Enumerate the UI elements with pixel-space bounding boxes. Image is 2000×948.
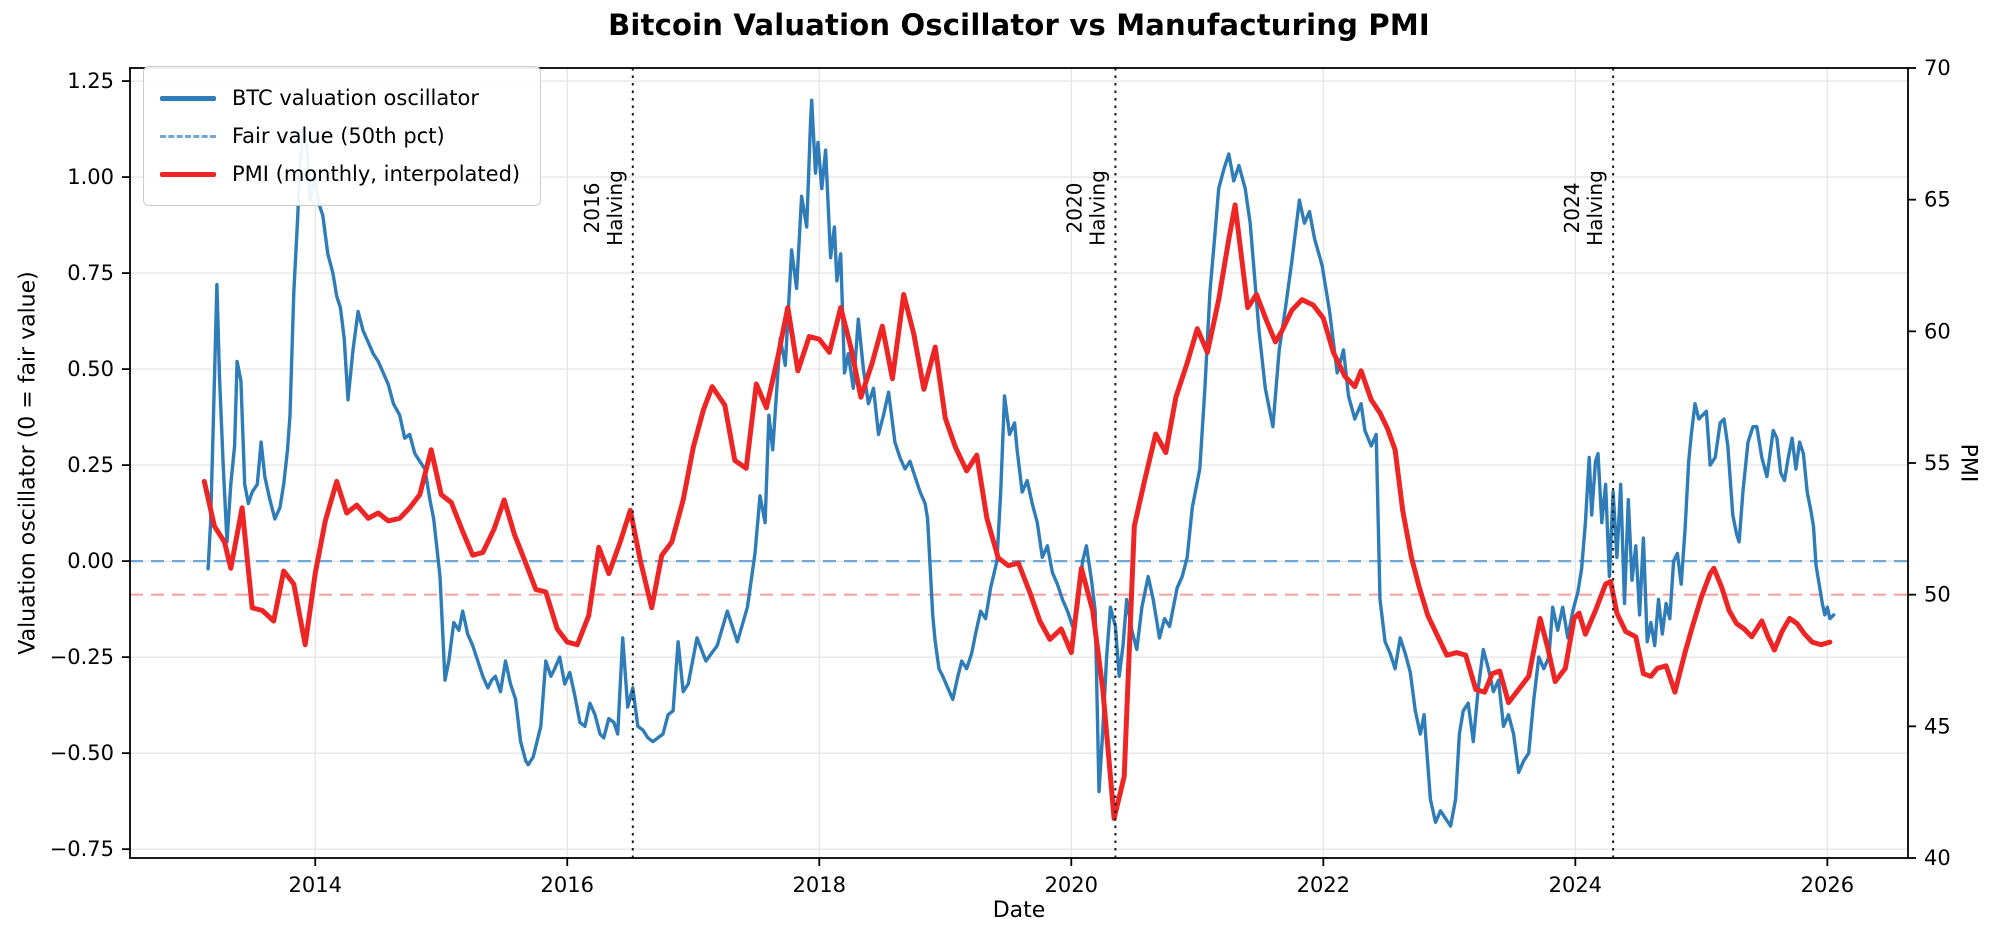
right-tick-label: 45 (1924, 714, 1951, 738)
left-tick-label: −0.25 (50, 645, 114, 669)
halving-year-label: 2020 (1062, 183, 1086, 234)
pmi-line (201, 202, 1833, 821)
x-tick-label: 2014 (289, 873, 342, 897)
fair-value-dash-swatch-icon (160, 134, 216, 138)
gridlines (130, 68, 1908, 858)
right-tick-label: 40 (1924, 846, 1951, 870)
x-axis-label: Date (992, 898, 1046, 923)
halving-annotations: 2016 Halving 2020 Halving 2024 Halving (580, 68, 1615, 858)
x-tick-label: 2016 (541, 873, 594, 897)
right-tick-label: 70 (1924, 56, 1951, 80)
legend: BTC valuation oscillator Fair value (50t… (143, 66, 542, 206)
left-tick-label: 1.00 (67, 165, 114, 189)
axes: 1.25 1.00 0.75 0.50 0.25 0.00 −0.25 −0.50 −0.75 7… (50, 56, 1951, 897)
btc-oscillator-line (206, 98, 1836, 828)
data-series (201, 98, 1836, 828)
btc-line-swatch-icon (160, 95, 216, 101)
right-tick-label: 55 (1924, 451, 1951, 475)
x-tick-label: 2024 (1549, 873, 1602, 897)
legend-item-fair-value: Fair value (50th pct) (160, 117, 520, 155)
legend-label: BTC valuation oscillator (232, 86, 479, 110)
x-tick-label: 2026 (1801, 873, 1854, 897)
halving-year-label: 2016 (580, 183, 604, 234)
legend-label: PMI (monthly, interpolated) (232, 162, 521, 186)
right-tick-label: 60 (1924, 319, 1951, 343)
left-axis-label: Valuation oscillator (0 = fair value) (15, 271, 41, 655)
legend-label: Fair value (50th pct) (232, 124, 445, 148)
halving-word-label: Halving (1085, 170, 1109, 246)
x-tick-label: 2018 (793, 873, 846, 897)
left-tick-label: 0.00 (67, 549, 114, 573)
left-tick-label: 0.75 (67, 261, 114, 285)
x-tick-label: 2020 (1045, 873, 1098, 897)
left-tick-label: 1.25 (67, 69, 114, 93)
left-tick-label: −0.50 (50, 741, 114, 765)
left-tick-label: 0.50 (67, 357, 114, 381)
halving-word-label: Halving (603, 170, 627, 246)
legend-item-btc: BTC valuation oscillator (160, 79, 520, 117)
right-axis-label: PMI (1955, 443, 1981, 483)
chart-title: Bitcoin Valuation Oscillator vs Manufact… (608, 8, 1430, 42)
x-tick-label: 2022 (1297, 873, 1350, 897)
legend-item-pmi: PMI (monthly, interpolated) (160, 155, 520, 193)
halving-year-label: 2024 (1560, 183, 1584, 234)
halving-word-label: Halving (1583, 170, 1607, 246)
pmi-line-swatch-icon (160, 171, 216, 177)
right-tick-label: 50 (1924, 583, 1951, 607)
left-tick-label: 0.25 (67, 453, 114, 477)
left-tick-label: −0.75 (50, 837, 114, 861)
right-tick-label: 65 (1924, 188, 1951, 212)
